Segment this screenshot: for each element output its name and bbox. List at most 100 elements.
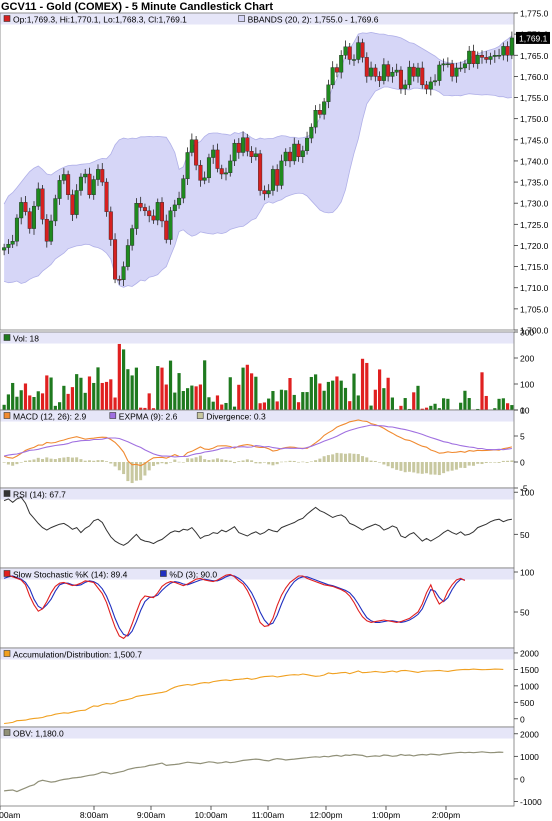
divergence-bar [237,461,241,462]
divergence-bar [262,462,266,463]
divergence-bar [96,460,100,462]
candle [458,67,463,70]
divergence-bar [220,459,224,462]
divergence-bar [292,460,296,462]
divergence-bar [497,462,501,463]
volume-bar [104,381,109,410]
candle [369,67,374,77]
divergence-bar [2,462,6,463]
candle [475,55,480,64]
volume-bar [177,373,181,410]
volume-bar [348,401,352,410]
candle [14,217,19,242]
volume-bar [279,389,284,410]
volume-bar [416,385,420,410]
candle [292,143,297,162]
macd-legend-swatch [196,412,204,419]
volume-legend-text: Vol: 18 [13,334,39,344]
candle [266,190,271,195]
volume-bar [484,395,488,410]
stoch-y-tick-label: 100 [520,568,534,578]
divergence-bar [6,462,10,465]
expma-line [3,424,512,458]
volume-bar [32,397,36,410]
divergence-bar [83,460,87,462]
divergence-bar [382,462,386,465]
ad-y-tick-label: 500 [520,698,534,708]
volume-bar [301,392,305,410]
price-y-tick-label: 1,765.0 [520,51,549,61]
candle [151,215,156,221]
divergence-bar [361,456,365,462]
volume-bar [318,383,322,410]
x-tick-label: 12:00pm [309,810,342,820]
volume-legend-bar [0,332,514,344]
candle [125,245,130,267]
candle [509,37,514,56]
divergence-bar [454,462,458,470]
price-y-tick-label: 1,705.0 [520,304,549,314]
candle [377,76,382,81]
last-price-tag [516,31,550,44]
divergence-bar [134,462,138,481]
candle [462,63,467,69]
candle [74,190,79,215]
volume-bar [28,395,32,410]
volume-bar [96,367,100,410]
candle [394,69,399,73]
macd-legend-text: MACD (12, 26): 2.9 [13,412,86,422]
volume-bar [360,358,365,410]
divergence-bar [480,462,484,465]
macd-legend-bar [0,410,514,422]
divergence-bar [279,461,283,463]
volume-bar [70,387,74,410]
x-tick-label: 7:00am [0,810,20,820]
divergence-bar [314,460,318,462]
volume-bar [164,384,168,410]
x-tick-label: 9:00am [137,810,165,820]
volume-bar [126,369,130,410]
divergence-bar [186,458,190,462]
divergence-bar [151,462,155,466]
divergence-bar [433,462,437,475]
volume-bar [258,403,262,410]
divergence-bar [463,462,467,468]
ad-y-tick-label: 0 [520,714,525,724]
price-y-tick-label: 1,730.0 [520,199,549,209]
candle [211,149,216,158]
divergence-bar [254,462,258,464]
macd-legend-swatch [3,412,11,419]
volume-bar [62,385,66,410]
volume-bar [331,380,335,410]
divergence-bar [258,462,262,464]
divergence-bar [309,461,313,463]
macd-y-tick-label: 5 [520,432,525,442]
volume-bar [181,391,185,410]
macd-frame [0,409,515,489]
volume-bar [156,366,160,410]
candle [219,168,224,175]
volume-bar [75,374,79,410]
divergence-bar [339,453,343,462]
volume-bar [228,377,232,410]
volume-panel: 300 200 100 0 Vol: 18 [0,328,534,416]
ad-legend-text: Accumulation/Distribution: 1,500.7 [13,650,142,660]
volume-bar [378,369,382,410]
divergence-bar [369,460,373,462]
candle [36,188,41,207]
candle [108,211,113,240]
divergence-bar [75,457,79,462]
divergence-bar [365,457,369,462]
divergence-bar [49,458,53,462]
macd-line [3,419,513,467]
volume-bar [66,393,70,410]
price-y-tick-label: 1,755.0 [520,93,549,103]
volume-bar [83,392,87,410]
volume-bar [446,398,450,410]
divergence-bar [326,455,330,462]
divergence-bar [100,460,104,462]
stoch-k-line [3,573,466,640]
volume-bar [506,403,510,410]
volume-bar [429,405,433,410]
obv-legend-text: OBV: 1,180.0 [13,729,64,739]
